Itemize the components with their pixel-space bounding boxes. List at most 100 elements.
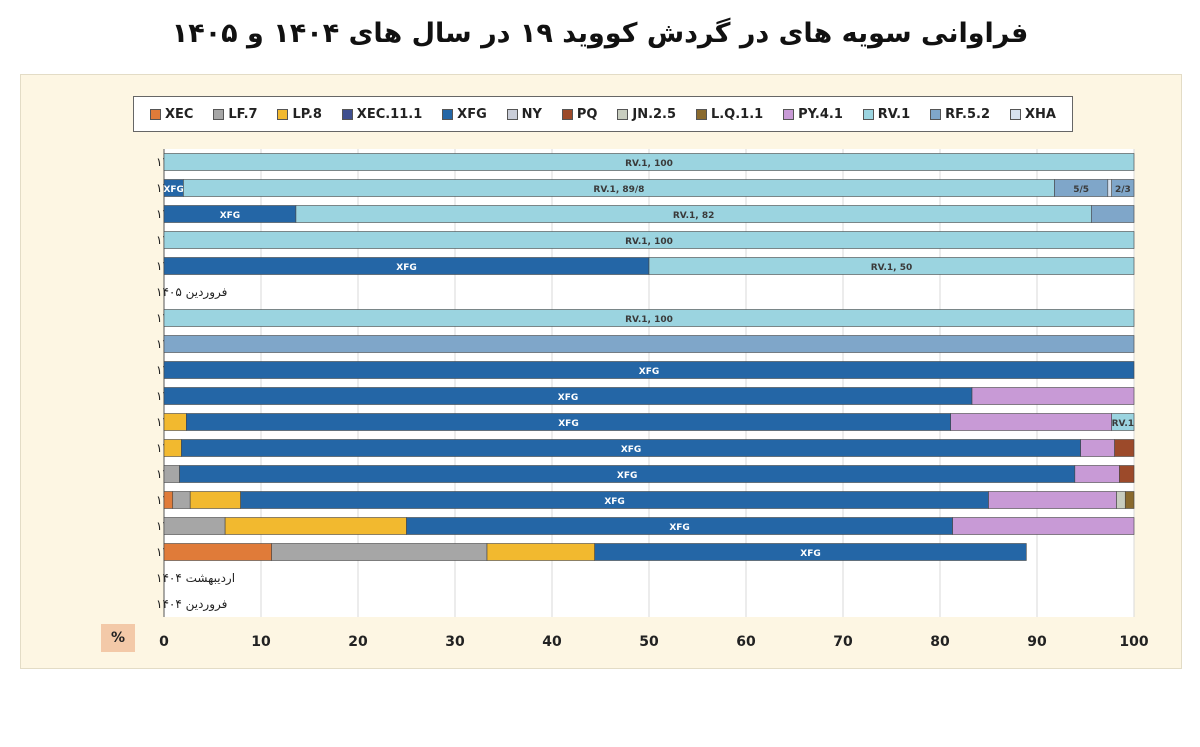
bar-segment (952, 517, 1135, 535)
bar-segment (1111, 179, 1135, 197)
bar-segment (172, 491, 191, 509)
legend-item: XHA (1009, 106, 1056, 122)
bar-data-label: RV.1 (1112, 419, 1134, 429)
bar-segment (163, 335, 1135, 353)
bar-segment (1116, 491, 1126, 509)
legend-item: XEC (149, 106, 194, 122)
bar-segment (1124, 491, 1135, 509)
bar-data-label: 5/5 (1073, 185, 1089, 195)
legend-label: PY.4.1 (798, 106, 843, 122)
legend-swatch (1009, 108, 1021, 120)
legend-swatch (341, 108, 353, 120)
bar-segment (163, 491, 174, 509)
bar-segment (163, 153, 1135, 171)
legend-item: LP.8 (277, 106, 322, 122)
legend-item: PQ (561, 106, 598, 122)
legend-item: JN.2.5 (617, 107, 676, 122)
legend-swatch (442, 108, 454, 120)
x-tick-label: 0 (159, 634, 169, 650)
bar-segment (594, 543, 1027, 561)
y-category-label: اردیبهشت ۱۴۰۴ (156, 571, 235, 586)
bar-segment (163, 413, 187, 431)
legend-swatch (213, 108, 225, 120)
bar-data-label: RV.1, 50 (871, 263, 913, 273)
bar-data-label: RV.1, 100 (625, 315, 673, 325)
legend-swatch (695, 108, 707, 120)
bar-segment (1091, 205, 1135, 223)
bar-data-label: XFG (639, 367, 659, 377)
bar-segment (648, 257, 1135, 275)
legend-label: RV.1 (877, 106, 911, 122)
bar-data-label: RV.1, 89/8 (593, 185, 644, 195)
legend-swatch (277, 108, 289, 120)
legend-item: RV.1 (862, 106, 911, 122)
legend-item: NY (506, 106, 542, 122)
bar-segment (486, 543, 595, 561)
legend-item: LF.7 (213, 106, 258, 122)
bar-segment (1119, 465, 1135, 483)
bar-segment (224, 517, 407, 535)
bar-data-label: XFG (163, 185, 183, 195)
legend-label: XFG (457, 106, 487, 122)
y-category-label: فروردین ۱۴۰۵ (156, 285, 227, 300)
legend-label: LP.8 (292, 106, 322, 122)
bar-data-label: RV.1, 100 (625, 159, 673, 169)
legend-item: PY.4.1 (783, 107, 843, 122)
chart-legend: XEC LF.7 LP.8 XEC.11.1 XFG NY PQ JN.2.5 L.Q.1.1 P… (133, 96, 1073, 132)
x-tick-label: 50 (639, 634, 659, 650)
x-tick-label: 20 (348, 634, 368, 650)
x-tick-label: 70 (833, 634, 853, 650)
bar-segment (163, 465, 180, 483)
bar-segment (988, 491, 1117, 509)
bar-segment (1080, 439, 1115, 457)
legend-label: RF.5.2 (945, 106, 991, 122)
legend-item: XFG (442, 107, 487, 122)
x-tick-label: 100 (1119, 634, 1148, 650)
bar-segment (971, 387, 1135, 405)
chart-title: فراوانی سویه های در گردش کووید ۱۹ در سال… (171, 18, 1029, 49)
y-category-label: فروردین ۱۴۰۴ (156, 597, 227, 612)
x-tick-label: 10 (251, 634, 271, 650)
bar-segment (189, 491, 241, 509)
bar-segment (1074, 465, 1120, 483)
x-tick-label: 40 (542, 634, 562, 650)
unit-label: % (101, 624, 135, 652)
bar-data-label: XFG (669, 523, 689, 533)
bar-segment (163, 361, 1135, 379)
legend-label: XHA (1024, 106, 1056, 122)
x-tick-label: 60 (736, 634, 756, 650)
x-tick-label: 90 (1027, 634, 1047, 650)
legend-swatch (149, 108, 161, 120)
bar-segment (163, 543, 272, 561)
legend-label: XEC (164, 106, 194, 122)
bar-segment (950, 413, 1112, 431)
bar-segment (1107, 179, 1112, 197)
legend-label: L.Q.1.1 (710, 106, 764, 122)
legend-label: PQ (576, 106, 598, 122)
bar-segment (163, 309, 1135, 327)
legend-swatch (783, 108, 795, 120)
bar-segment (271, 543, 488, 561)
x-tick-label: 30 (445, 634, 465, 650)
legend-label: XEC.11.1 (356, 106, 423, 122)
legend-item: RF.5.2 (930, 107, 990, 122)
bar-segment (163, 439, 182, 457)
legend-label: NY (521, 106, 542, 122)
legend-swatch (506, 108, 518, 120)
bar-data-label: XFG (621, 445, 641, 455)
legend-swatch (862, 108, 874, 120)
legend-label: JN.2.5 (632, 106, 677, 122)
bar-segment (1114, 439, 1135, 457)
bar-data-label: XFG (396, 263, 416, 273)
legend-item: L.Q.1.1 (695, 106, 764, 122)
x-tick-label: 80 (930, 634, 950, 650)
bar-data-label: XFG (800, 549, 820, 559)
bar-data-label: XFG (220, 211, 240, 221)
legend-swatch (617, 108, 629, 120)
bar-segment (163, 517, 226, 535)
bar-segment (1111, 413, 1135, 431)
bar-data-label: RV.1, 82 (673, 211, 715, 221)
legend-swatch (561, 108, 573, 120)
legend-label: LF.7 (228, 106, 258, 122)
